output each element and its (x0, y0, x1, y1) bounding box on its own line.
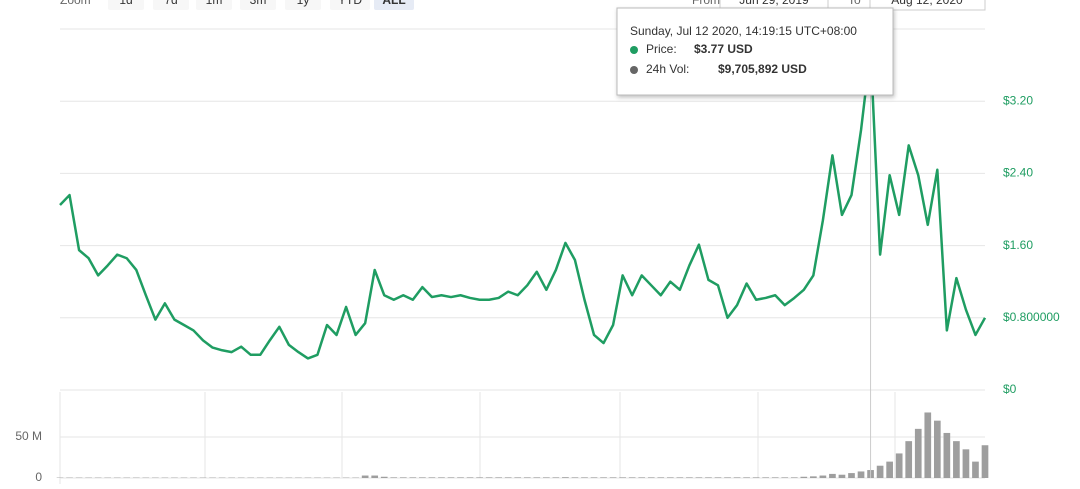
volume-bars (57, 412, 989, 478)
volume-bar (562, 477, 569, 478)
volume-bar (543, 477, 550, 478)
y-tick-label: $2.40 (1003, 166, 1033, 180)
volume-bar (772, 477, 779, 478)
tooltip-price: $3.77 USD (694, 42, 753, 56)
volume-bar (924, 412, 931, 478)
zoom-button-label[interactable]: YTD (338, 0, 362, 7)
from-label: From (692, 0, 720, 7)
y-tick-label: $0 (1003, 382, 1017, 396)
volume-bar (657, 477, 664, 478)
tooltip-vol-label: 24h Vol: (646, 62, 689, 76)
volume-bar (734, 477, 741, 478)
plot (60, 40, 985, 478)
volume-bar (610, 477, 617, 478)
zoom-button-label[interactable]: 1y (297, 0, 310, 7)
grid: $0 $0.800000 $1.60 $2.40 $3.20 0 50 M (15, 93, 1060, 484)
volume-bar (791, 477, 798, 478)
y-tick-label: $3.20 (1003, 93, 1033, 107)
volume-bar (762, 477, 769, 478)
volume-bar (448, 477, 455, 478)
volume-bar (915, 429, 922, 478)
zoom-label: Zoom (60, 0, 91, 7)
volume-bar (705, 477, 712, 478)
volume-bar (400, 477, 407, 478)
volume-bar (743, 477, 750, 478)
volume-bar (362, 476, 369, 478)
volume-bar (619, 477, 626, 478)
volume-bar (591, 477, 598, 478)
volume-bar (686, 477, 693, 478)
volume-bar (877, 466, 884, 478)
volume-bar (820, 476, 827, 478)
volume-bar (753, 477, 760, 478)
volume-bar (409, 477, 416, 478)
volume-bar (896, 453, 903, 478)
volume-bar (667, 477, 674, 478)
volume-bar (677, 477, 684, 478)
volume-vgrid (60, 392, 895, 484)
tooltip: Sunday, Jul 12 2020, 14:19:15 UTC+08:00 P… (617, 8, 893, 95)
volume-bar (829, 474, 836, 478)
volume-bar (963, 449, 970, 478)
volume-bar (514, 477, 521, 478)
tooltip-vol: $9,705,892 USD (718, 62, 807, 76)
volume-bar (381, 477, 388, 478)
volume-bar (934, 421, 941, 478)
volume-bar (553, 477, 560, 478)
from-date[interactable]: Jun 29, 2019 (739, 0, 809, 7)
volume-bar (600, 477, 607, 478)
volume-bar (638, 477, 645, 478)
volume-bar (858, 471, 865, 478)
volume-bar (533, 477, 540, 478)
volume-bar (810, 476, 817, 478)
y-tick-label: $0.800000 (1003, 310, 1060, 324)
volume-bar (800, 477, 807, 478)
volume-bar (371, 476, 378, 478)
y2-tick-label: 50 M (15, 429, 42, 443)
volume-bar (486, 477, 493, 478)
vol-dot (630, 66, 638, 74)
volume-bar (972, 462, 979, 478)
volume-bar (390, 477, 397, 478)
zoom-button-label[interactable]: 1d (119, 0, 132, 7)
volume-bar (581, 477, 588, 478)
volume-bar (629, 477, 636, 478)
y2-tick-label: 0 (35, 470, 42, 484)
zoom-button-label[interactable]: ALL (382, 0, 405, 7)
volume-bar (505, 477, 512, 478)
price-dot (630, 46, 638, 54)
to-date[interactable]: Aug 12, 2020 (891, 0, 963, 7)
volume-bar (648, 477, 655, 478)
volume-bar (848, 473, 855, 478)
to-label: To (848, 0, 861, 7)
volume-bar (905, 441, 912, 478)
volume-bar (524, 477, 531, 478)
volume-bar (572, 477, 579, 478)
volume-bar (953, 441, 960, 478)
tooltip-price-label: Price: (646, 42, 677, 56)
volume-bar (781, 477, 788, 478)
volume-bar (715, 477, 722, 478)
tooltip-date: Sunday, Jul 12 2020, 14:19:15 UTC+08:00 (630, 24, 857, 38)
volume-bar (724, 477, 731, 478)
price-line (60, 50, 985, 359)
volume-bar (982, 445, 989, 478)
zoom-button-label[interactable]: 3m (250, 0, 267, 7)
volume-bar (476, 477, 483, 478)
volume-bar (419, 477, 426, 478)
zoom-button-label[interactable]: 1m (206, 0, 223, 7)
volume-bar (839, 475, 846, 478)
volume-bar (467, 477, 474, 478)
y-tick-label: $1.60 (1003, 238, 1033, 252)
volume-bar (696, 477, 703, 478)
volume-bar (429, 477, 436, 478)
volume-bar (886, 462, 893, 478)
volume-bar (495, 477, 502, 478)
volume-bar (438, 477, 445, 478)
volume-bar (944, 433, 951, 478)
volume-bar (457, 477, 464, 478)
zoom-button-label[interactable]: 7d (164, 0, 177, 7)
